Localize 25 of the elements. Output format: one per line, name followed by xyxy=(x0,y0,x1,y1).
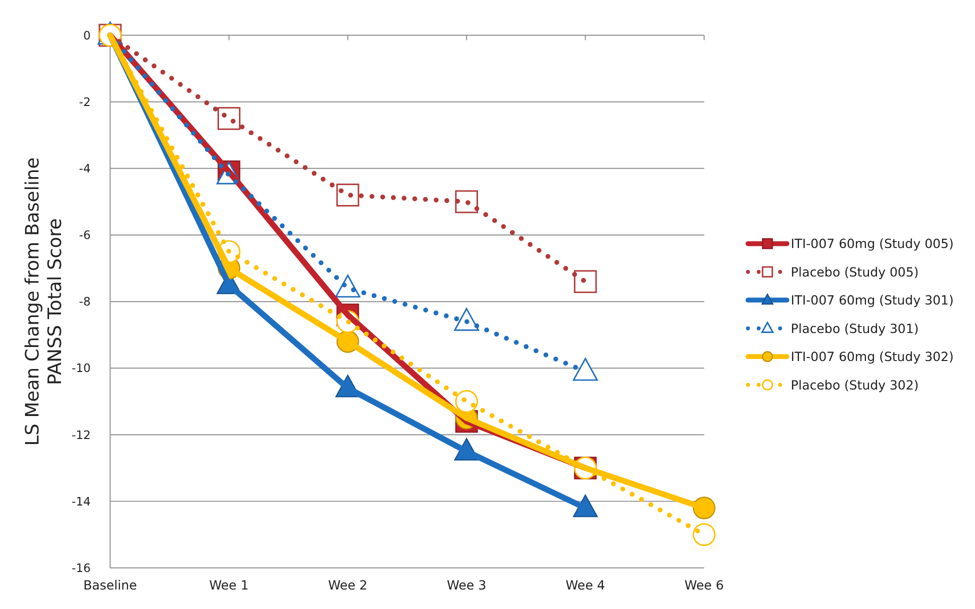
legend-label: Placebo (Study 301) xyxy=(790,320,919,336)
legend-label: Placebo (Study 005) xyxy=(790,264,919,280)
legend-label: ITI-007 60mg (Study 005) xyxy=(790,236,954,252)
y-axis-title: LS Mean Change from Baseline PANSS Total Score xyxy=(22,157,66,446)
y-tick-label: -2 xyxy=(79,94,91,109)
x-tick-label: Wee 4 xyxy=(566,577,606,592)
point xyxy=(336,184,360,206)
point xyxy=(574,270,597,294)
x-tick-label: Wee 3 xyxy=(446,577,486,592)
y-tick-label: 0 xyxy=(83,28,91,42)
legend-label: ITI-007 60mg (Study 302) xyxy=(790,349,954,364)
point xyxy=(218,107,240,130)
x-tick-label: Wee 1 xyxy=(209,577,249,592)
x-tick-label: Baseline xyxy=(83,577,138,592)
legend-label: ITI-007 60mg (Study 301) xyxy=(790,292,954,308)
y-tick-label: -8 xyxy=(79,294,91,309)
x-tick-label: Wee 6 xyxy=(684,577,724,592)
x-tick-label: Wee 2 xyxy=(328,577,368,592)
legend-label: Placebo (Study 302) xyxy=(790,377,919,392)
y-tick-label: -6 xyxy=(79,228,91,242)
y-tick-label: -10 xyxy=(72,361,91,376)
y-tick-label: -16 xyxy=(72,560,91,575)
y-tick-label: -12 xyxy=(72,428,91,442)
y-tick-label: -14 xyxy=(72,494,91,508)
y-tick-label: -4 xyxy=(79,162,91,176)
